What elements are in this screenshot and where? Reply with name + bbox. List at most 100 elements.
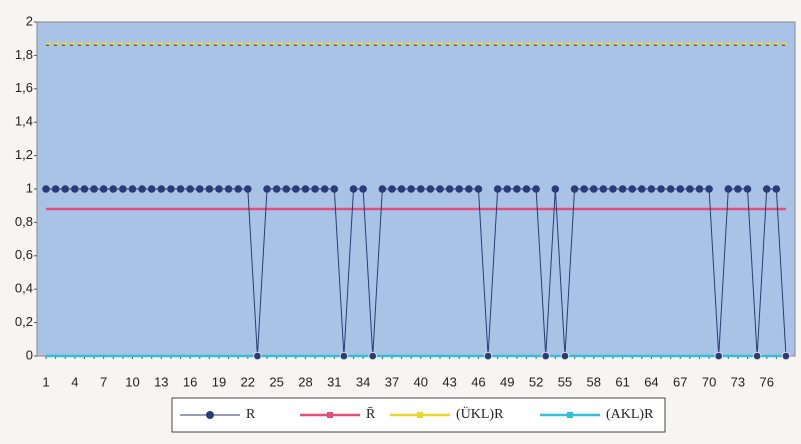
data-point (177, 185, 185, 193)
x-tick-label: 52 (529, 374, 543, 389)
data-point (628, 185, 636, 193)
legend-marker (206, 411, 214, 419)
x-tick-label: 7 (100, 374, 107, 389)
x-tick-label: 49 (500, 374, 514, 389)
data-point (532, 185, 540, 193)
data-point (292, 185, 300, 193)
y-tick-label: 1,8 (15, 47, 33, 62)
x-tick-label: 43 (442, 374, 456, 389)
data-point (753, 352, 761, 360)
x-tick-label: 13 (154, 374, 168, 389)
x-tick-label: 73 (731, 374, 745, 389)
data-point (273, 185, 281, 193)
data-point (129, 185, 137, 193)
data-point (773, 185, 781, 193)
data-point (446, 185, 454, 193)
data-point (331, 185, 339, 193)
data-point (215, 185, 223, 193)
data-point (167, 185, 175, 193)
x-tick-label: 4 (71, 374, 78, 389)
legend-marker (327, 412, 333, 418)
x-tick-label: 58 (587, 374, 601, 389)
data-point (359, 185, 367, 193)
data-point (417, 185, 425, 193)
data-point (398, 185, 406, 193)
data-point (138, 185, 146, 193)
data-point (71, 185, 79, 193)
x-tick-label: 19 (212, 374, 226, 389)
data-point (763, 185, 771, 193)
x-tick-label: 28 (298, 374, 312, 389)
data-point (475, 185, 483, 193)
y-tick-label: 1,2 (15, 147, 33, 162)
x-tick-label: 76 (760, 374, 774, 389)
data-point (696, 185, 704, 193)
data-point (503, 185, 511, 193)
data-point (369, 352, 377, 360)
x-tick-label: 46 (471, 374, 485, 389)
data-point (609, 185, 617, 193)
data-point (340, 352, 348, 360)
data-point (311, 185, 319, 193)
data-point (109, 185, 117, 193)
legend-marker (417, 412, 423, 418)
data-point (619, 185, 627, 193)
data-point (350, 185, 358, 193)
legend-label: R̄ (366, 407, 376, 423)
data-point (52, 185, 60, 193)
data-point (465, 185, 473, 193)
data-point (705, 185, 713, 193)
data-point (513, 185, 521, 193)
data-point (206, 185, 214, 193)
x-tick-label: 10 (125, 374, 139, 389)
data-point (244, 185, 252, 193)
data-point (523, 185, 531, 193)
x-tick-label: 34 (356, 374, 370, 389)
data-point (196, 185, 204, 193)
data-point (455, 185, 463, 193)
data-point (648, 185, 656, 193)
legend-label: (AKL)R (606, 407, 654, 422)
legend-label: R (246, 407, 256, 422)
legend-marker (567, 412, 573, 418)
data-point (715, 352, 723, 360)
data-point (100, 185, 108, 193)
data-point (186, 185, 194, 193)
data-point (552, 185, 560, 193)
data-point (638, 185, 646, 193)
y-tick-label: 1,6 (15, 80, 33, 95)
data-point (782, 352, 790, 360)
data-point (90, 185, 98, 193)
y-tick-label: 2 (26, 13, 33, 28)
data-point (282, 185, 290, 193)
x-tick-label: 64 (644, 374, 658, 389)
data-point (571, 185, 579, 193)
x-tick-label: 40 (414, 374, 428, 389)
x-tick-label: 22 (241, 374, 255, 389)
x-tick-label: 25 (269, 374, 283, 389)
x-tick-label: 16 (183, 374, 197, 389)
data-point (254, 352, 262, 360)
data-point (600, 185, 608, 193)
legend-label: (ÜKL)R (456, 405, 504, 422)
x-tick-label: 37 (385, 374, 399, 389)
data-point (302, 185, 310, 193)
data-point (158, 185, 166, 193)
y-tick-label: 0,6 (15, 247, 33, 262)
data-point (657, 185, 665, 193)
y-tick-label: 0,4 (15, 281, 33, 296)
x-tick-label: 31 (327, 374, 341, 389)
data-point (379, 185, 387, 193)
data-point (225, 185, 233, 193)
data-point (407, 185, 415, 193)
data-point (388, 185, 396, 193)
data-point (81, 185, 89, 193)
x-tick-label: 61 (615, 374, 629, 389)
y-tick-label: 1,4 (15, 114, 33, 129)
data-point (321, 185, 329, 193)
data-point (42, 185, 50, 193)
x-tick-label: 55 (558, 374, 572, 389)
x-tick-label: 70 (702, 374, 716, 389)
data-point (427, 185, 435, 193)
data-point (580, 185, 588, 193)
